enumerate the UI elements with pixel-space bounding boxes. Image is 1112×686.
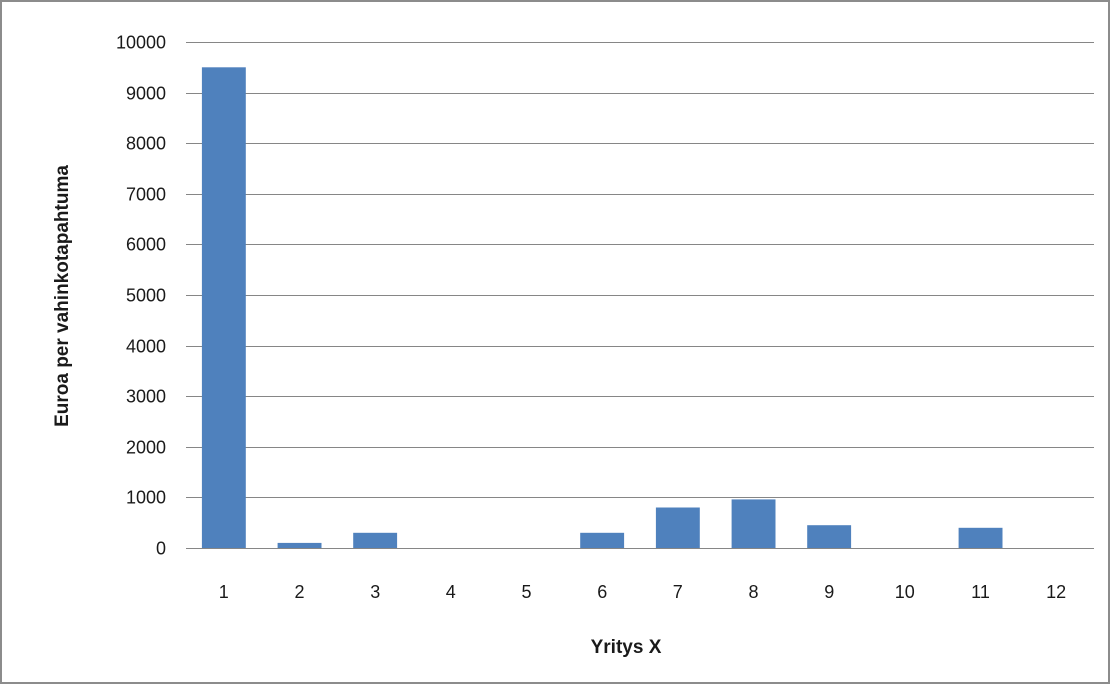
bar (277, 542, 322, 548)
y-tick-label: 7000 (126, 185, 166, 205)
x-tick-label: 9 (824, 582, 834, 602)
y-tick-labels: 0 1000 2000 3000 4000 5000 6000 7000 8000 9000 100… (116, 33, 166, 559)
bar (655, 507, 700, 548)
y-tick-label: 8000 (126, 134, 166, 154)
x-tick-labels: 1 2 3 4 5 6 7 8 9 10 11 12 (219, 582, 1066, 602)
x-tick-label: 7 (673, 582, 683, 602)
y-tick-label: 1000 (126, 488, 166, 508)
x-tick-label: 10 (895, 582, 915, 602)
x-tick-label: 6 (597, 582, 607, 602)
bar (201, 67, 246, 549)
x-tick-label: 11 (971, 582, 990, 602)
y-axis-title: Euroa per vahinkotapahtuma (52, 165, 73, 427)
x-tick-label: 12 (1046, 582, 1066, 602)
y-tick-label: 0 (156, 539, 166, 559)
y-tick-label: 4000 (126, 337, 166, 357)
bars (201, 67, 1003, 549)
bar (580, 532, 625, 548)
y-tick-label: 6000 (126, 235, 166, 255)
bar (807, 525, 852, 548)
gridlines (186, 42, 1094, 549)
bar (731, 499, 776, 548)
x-tick-label: 8 (748, 582, 758, 602)
bar (958, 527, 1003, 548)
x-axis-title: Yritys X (591, 637, 662, 658)
y-tick-label: 9000 (126, 84, 166, 104)
y-tick-label: 3000 (126, 387, 166, 407)
bar (353, 532, 398, 548)
x-tick-label: 3 (370, 582, 380, 602)
y-tick-label: 2000 (126, 438, 166, 458)
x-tick-label: 2 (294, 582, 304, 602)
x-tick-label: 5 (521, 582, 531, 602)
y-tick-label: 5000 (126, 286, 166, 306)
x-tick-label: 1 (219, 582, 229, 602)
x-tick-label: 4 (446, 582, 456, 602)
y-tick-label: 10000 (116, 33, 166, 53)
